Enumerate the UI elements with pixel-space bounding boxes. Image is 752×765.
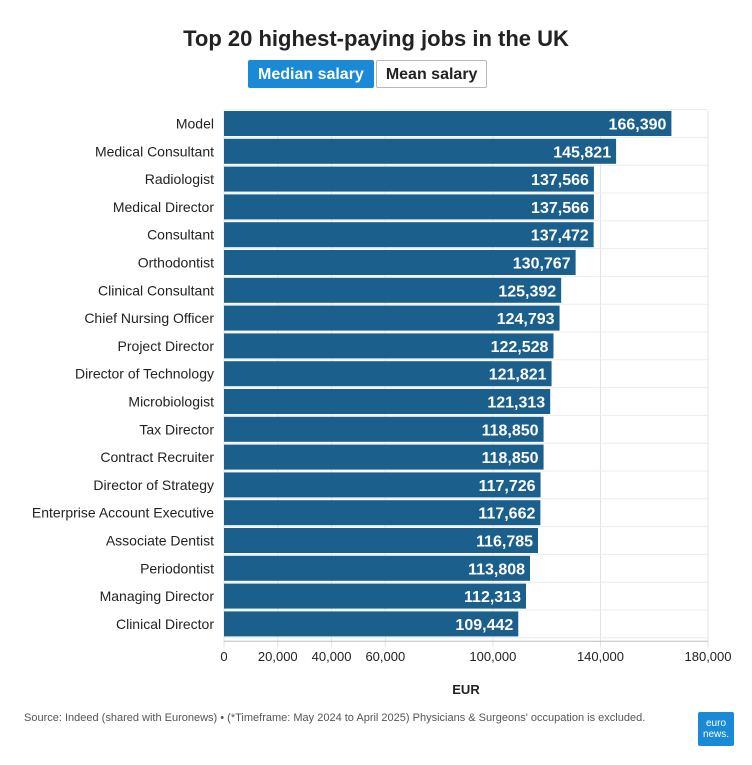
category-label: Periodontist [140,560,214,576]
bar [224,444,544,470]
x-axis-title: EUR [452,682,480,697]
x-tick-label: 60,000 [365,649,405,664]
bar [224,500,541,526]
euronews-logo: euro news. [698,712,734,746]
category-label: Director of Strategy [93,477,214,493]
data-label: 112,313 [464,589,521,606]
category-label: Director of Technology [75,366,214,382]
bar-chart: Model 166,390 Medical Consultant 145,821 Rad… [32,109,732,697]
bar [224,194,594,220]
bar [224,277,562,303]
category-label: Medical Consultant [95,143,214,159]
x-tick-label: 140,000 [577,649,624,664]
bar [224,528,539,553]
bar [224,250,576,275]
bar [224,138,617,164]
category-label: Orthodontist [138,255,214,271]
category-label: Consultant [147,227,214,243]
data-label: 137,566 [531,172,589,189]
data-label: 137,472 [531,228,589,245]
x-tick-label: 20,000 [258,649,298,664]
bar [224,555,531,581]
data-label: 166,390 [609,117,667,134]
bar [224,472,541,498]
category-label: Project Director [118,338,215,354]
category-label: Microbiologist [128,394,214,410]
logo-line-1: euro [705,718,726,729]
logo-line-2: news. [702,729,730,740]
category-label: Enterprise Account Executive [32,505,214,521]
salary-toggle: Median salary Mean salary [248,60,488,88]
data-label: 145,821 [553,144,611,161]
category-label: Medical Director [113,199,214,215]
data-label: 121,821 [489,367,547,384]
data-label: 118,850 [482,422,539,439]
data-label: 137,566 [531,200,589,217]
category-label: Tax Director [139,421,214,437]
data-label: 118,850 [482,450,539,467]
data-label: 116,785 [476,534,533,551]
tab-median-salary[interactable]: Median salary [248,60,374,88]
bar [224,416,544,442]
data-label: 113,808 [468,561,525,578]
x-tick-label: 0 [220,649,227,664]
category-label: Managing Director [100,588,215,604]
data-label: 117,726 [479,478,536,495]
bar [224,611,519,637]
category-label: Contract Recruiter [100,449,214,465]
x-tick-label: 180,000 [685,649,732,664]
x-tick-label: 100,000 [469,649,516,664]
data-label: 125,392 [498,283,556,300]
bar [224,583,526,609]
data-label: 124,793 [497,311,555,328]
category-label: Model [176,116,214,132]
tab-mean-salary[interactable]: Mean salary [375,60,488,88]
bar [224,361,552,387]
bar [224,333,554,359]
data-label: 122,528 [491,339,549,356]
data-label: 121,313 [487,395,545,412]
x-tick-label: 40,000 [312,649,352,664]
category-label: Radiologist [145,171,214,187]
data-label: 109,442 [455,617,513,634]
category-label: Clinical Consultant [98,282,214,298]
category-label: Clinical Director [116,616,214,632]
bar [224,166,594,192]
bar [224,305,560,331]
data-label: 130,767 [513,256,571,273]
data-label: 117,662 [478,506,535,523]
bar [224,222,594,248]
chart-title: Top 20 highest-paying jobs in the UK [183,26,569,51]
bar [224,389,551,414]
category-label: Chief Nursing Officer [84,310,214,326]
category-label: Associate Dentist [106,533,214,549]
bar [224,111,672,136]
source-note: Source: Indeed (shared with Euronews) • … [24,712,646,724]
